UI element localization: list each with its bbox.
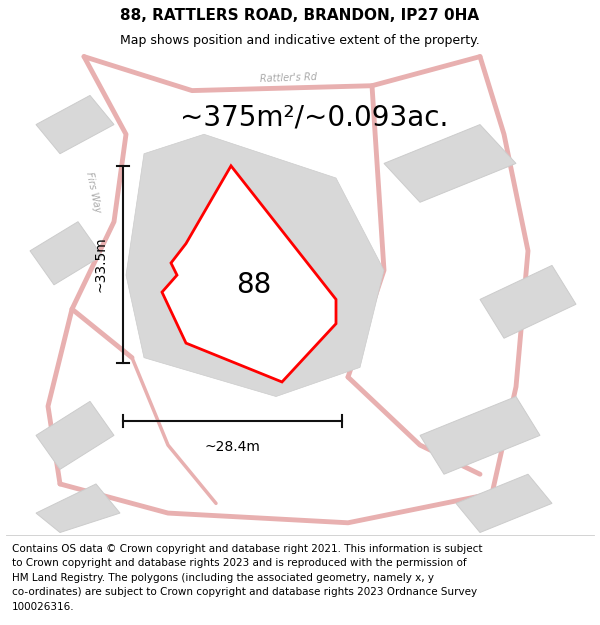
Polygon shape xyxy=(126,134,384,396)
Text: co-ordinates) are subject to Crown copyright and database rights 2023 Ordnance S: co-ordinates) are subject to Crown copyr… xyxy=(12,588,477,598)
Text: 88, RATTLERS ROAD, BRANDON, IP27 0HA: 88, RATTLERS ROAD, BRANDON, IP27 0HA xyxy=(121,8,479,23)
Text: 100026316.: 100026316. xyxy=(12,602,74,612)
Text: ~375m²/~0.093ac.: ~375m²/~0.093ac. xyxy=(180,103,448,131)
Polygon shape xyxy=(30,222,102,285)
Text: Firs Way: Firs Way xyxy=(84,171,102,214)
Polygon shape xyxy=(420,396,540,474)
Polygon shape xyxy=(162,166,336,382)
Text: Map shows position and indicative extent of the property.: Map shows position and indicative extent… xyxy=(120,34,480,47)
Polygon shape xyxy=(36,401,114,469)
Text: ~33.5m: ~33.5m xyxy=(94,236,108,292)
Text: HM Land Registry. The polygons (including the associated geometry, namely x, y: HM Land Registry. The polygons (includin… xyxy=(12,573,434,583)
Text: 88: 88 xyxy=(236,271,271,299)
Polygon shape xyxy=(36,96,114,154)
Text: Rattler's Rd: Rattler's Rd xyxy=(259,72,317,84)
Polygon shape xyxy=(36,484,120,532)
Polygon shape xyxy=(384,124,516,202)
Text: ~28.4m: ~28.4m xyxy=(205,440,260,454)
Text: to Crown copyright and database rights 2023 and is reproduced with the permissio: to Crown copyright and database rights 2… xyxy=(12,558,467,568)
Polygon shape xyxy=(456,474,552,532)
Polygon shape xyxy=(480,266,576,338)
Text: Contains OS data © Crown copyright and database right 2021. This information is : Contains OS data © Crown copyright and d… xyxy=(12,544,482,554)
